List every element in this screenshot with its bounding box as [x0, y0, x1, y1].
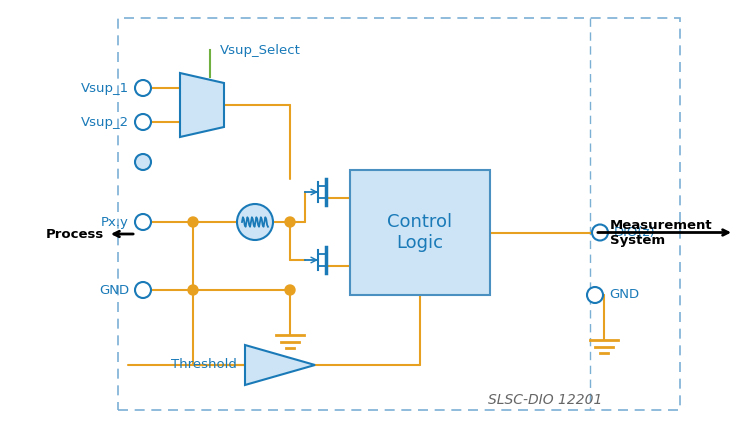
- Circle shape: [592, 225, 608, 241]
- Text: GND: GND: [609, 288, 639, 302]
- Circle shape: [135, 80, 151, 96]
- Circle shape: [135, 114, 151, 130]
- Circle shape: [587, 287, 603, 303]
- Text: Vsup_Select: Vsup_Select: [220, 43, 301, 57]
- Text: SLSC-DIO 12201: SLSC-DIO 12201: [488, 393, 602, 407]
- Circle shape: [135, 214, 151, 230]
- Text: Threshold: Threshold: [171, 358, 237, 372]
- Circle shape: [237, 204, 273, 240]
- Bar: [118, 18, 680, 410]
- Text: Process: Process: [46, 228, 104, 241]
- Circle shape: [188, 285, 198, 295]
- Circle shape: [135, 282, 151, 298]
- Text: Vsup_2: Vsup_2: [81, 116, 129, 128]
- Bar: [350, 170, 490, 295]
- Text: Control
Logic: Control Logic: [387, 213, 453, 252]
- Polygon shape: [245, 345, 315, 385]
- Text: Vsup_1: Vsup_1: [81, 82, 129, 94]
- Circle shape: [285, 217, 295, 227]
- Circle shape: [285, 285, 295, 295]
- Text: GND: GND: [99, 284, 129, 296]
- Text: Measurement
System: Measurement System: [610, 218, 712, 246]
- Circle shape: [135, 154, 151, 170]
- Circle shape: [188, 217, 198, 227]
- Polygon shape: [180, 73, 224, 137]
- Text: DIO(z): DIO(z): [614, 226, 656, 239]
- Text: Px.y: Px.y: [101, 215, 129, 229]
